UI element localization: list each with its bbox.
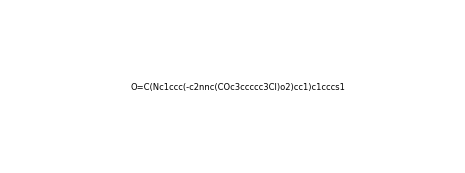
Text: O=C(Nc1ccc(-c2nnc(COc3ccccc3Cl)o2)cc1)c1cccs1: O=C(Nc1ccc(-c2nnc(COc3ccccc3Cl)o2)cc1)c1… [131, 83, 346, 92]
